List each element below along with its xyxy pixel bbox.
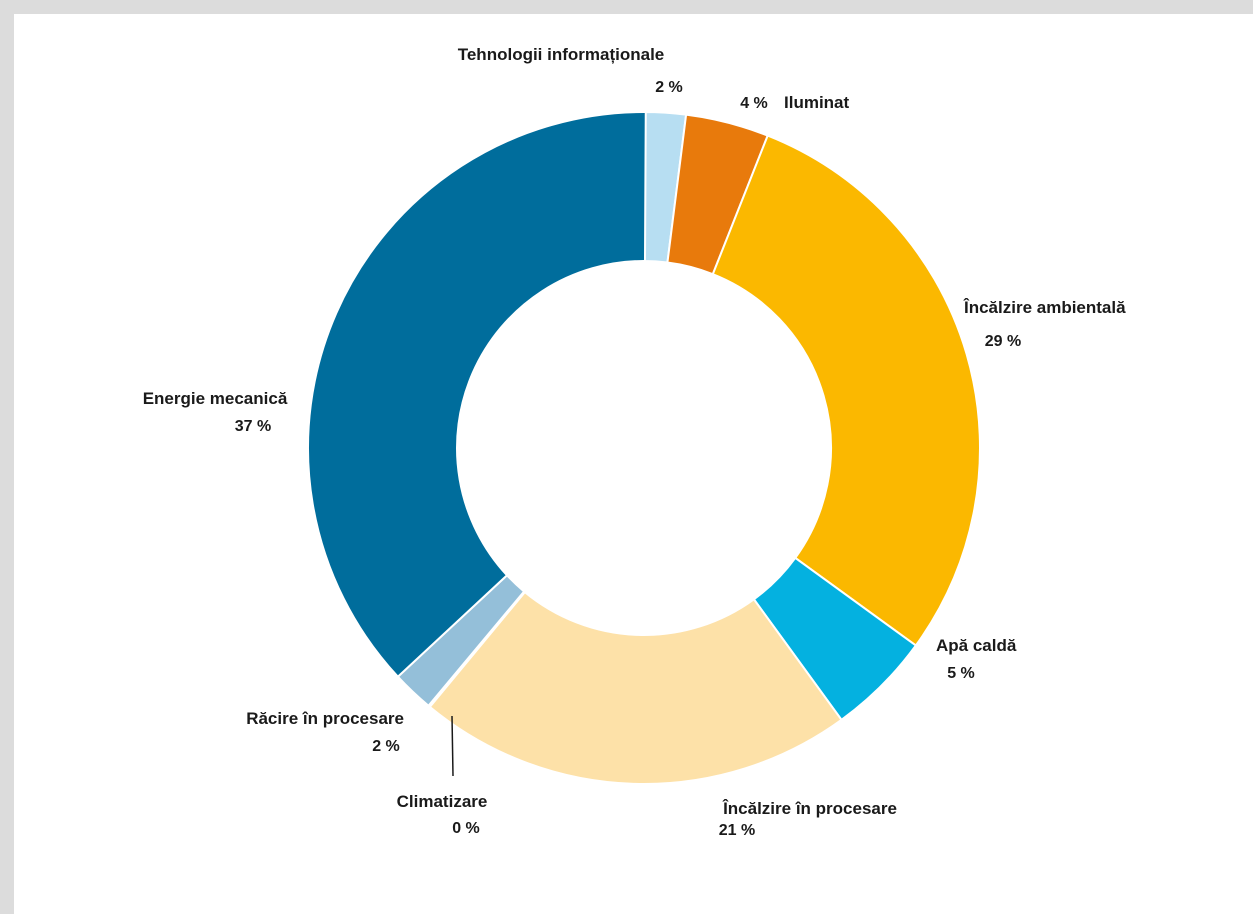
label-name-incalzire-procesare: Încălzire în procesare xyxy=(722,799,897,818)
label-value-energie-mecanica: 37 % xyxy=(235,418,271,435)
slice-4 xyxy=(428,590,843,785)
label-value-apa-calda: 5 % xyxy=(947,665,975,682)
chart-frame: Tehnologii informaționale 2 % 4 % Ilumin… xyxy=(14,14,1253,914)
label-name-apa-calda: Apă caldă xyxy=(936,636,1017,655)
label-value-iluminat: 4 % xyxy=(740,95,768,112)
slice-2 xyxy=(711,134,981,647)
label-name-tehnologii: Tehnologii informaționale xyxy=(458,45,665,64)
label-name-iluminat: Iluminat xyxy=(784,93,850,112)
slice-7 xyxy=(307,111,647,679)
slices-group xyxy=(307,110,981,785)
label-value-climatizare: 0 % xyxy=(452,820,480,837)
label-name-energie-mecanica: Energie mecanică xyxy=(143,389,288,408)
label-name-climatizare: Climatizare xyxy=(397,792,488,811)
label-name-incalzire-ambientala: Încălzire ambientală xyxy=(963,298,1126,317)
label-value-racire-procesare: 2 % xyxy=(372,738,400,755)
climatizare-leader-line xyxy=(451,715,454,777)
donut-chart: Tehnologii informaționale 2 % 4 % Ilumin… xyxy=(143,45,1126,839)
label-value-incalzire-ambientala: 29 % xyxy=(985,333,1021,350)
label-value-tehnologii: 2 % xyxy=(655,79,683,96)
label-name-racire-procesare: Răcire în procesare xyxy=(246,709,404,728)
label-value-incalzire-procesare: 21 % xyxy=(719,822,755,839)
